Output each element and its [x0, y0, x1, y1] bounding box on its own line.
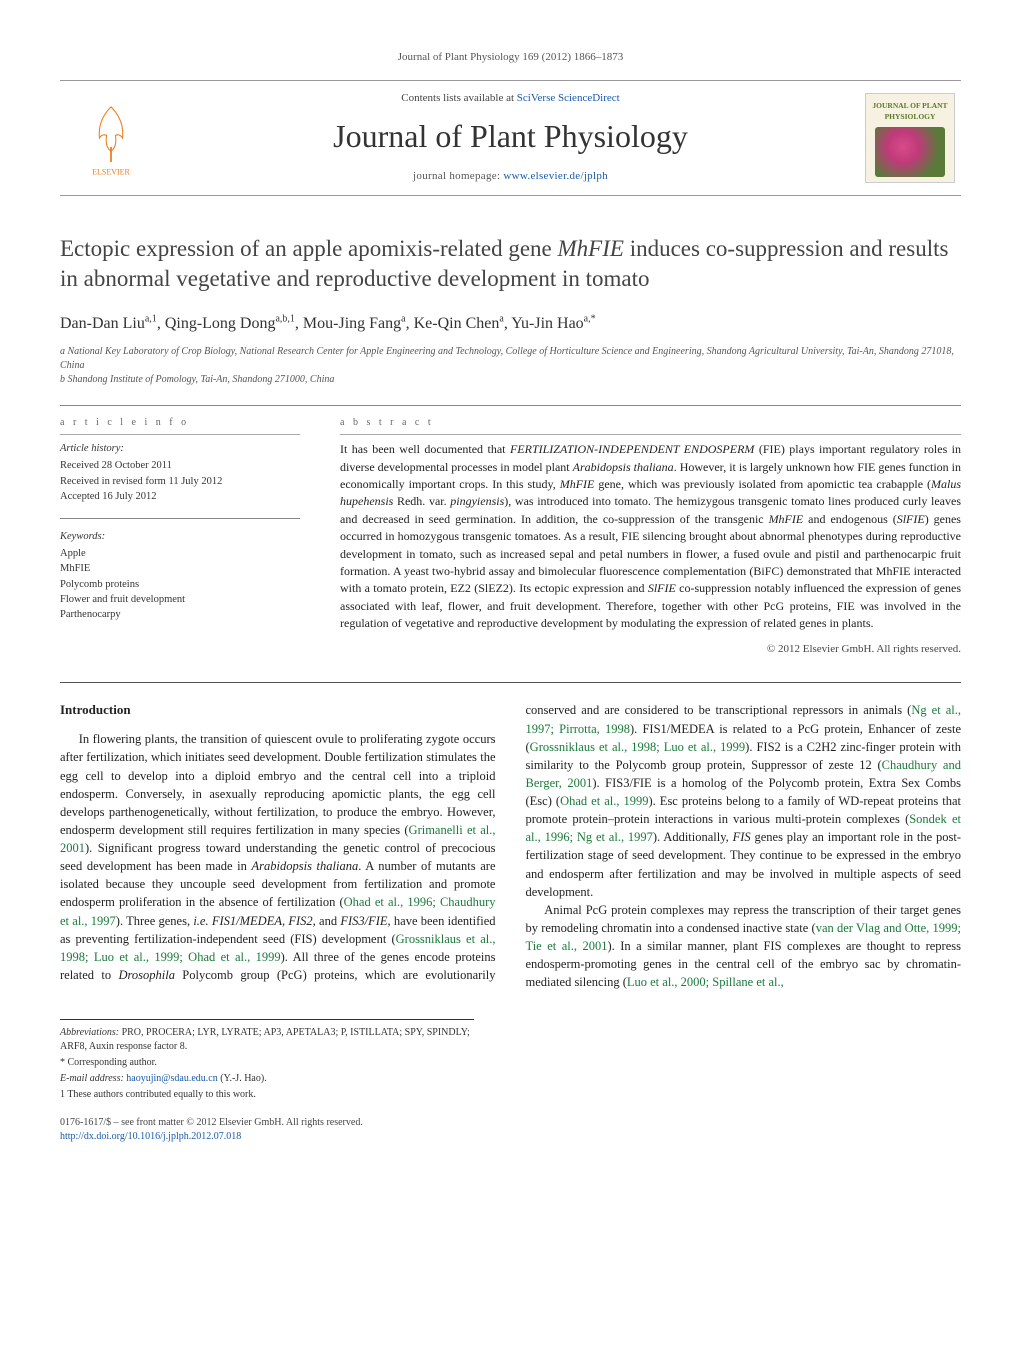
corresponding-author: * Corresponding author.: [60, 1056, 474, 1070]
scidirect-link[interactable]: SciVerse ScienceDirect: [517, 92, 620, 104]
journal-name: Journal of Plant Physiology: [156, 113, 865, 159]
meta-row: a r t i c l e i n f o Article history: R…: [60, 416, 961, 659]
keyword: Parthenocarpy: [60, 607, 300, 622]
citation-link[interactable]: Luo et al., 2000; Spillane et al.,: [627, 975, 784, 989]
article-info-heading: a r t i c l e i n f o: [60, 416, 300, 436]
affiliations: a National Key Laboratory of Crop Biolog…: [60, 345, 961, 387]
cover-image-icon: [875, 127, 945, 177]
contents-prefix: Contents lists available at: [401, 92, 516, 104]
elsevier-tree-icon: ELSEVIER: [76, 98, 146, 178]
keyword: Flower and fruit development: [60, 592, 300, 607]
contents-line: Contents lists available at SciVerse Sci…: [156, 91, 865, 107]
doi-link[interactable]: http://dx.doi.org/10.1016/j.jplph.2012.0…: [60, 1131, 241, 1142]
email-link[interactable]: haoyujin@sdau.edu.cn: [126, 1073, 217, 1084]
abstract-block: a b s t r a c t It has been well documen…: [340, 416, 961, 659]
article-info: a r t i c l e i n f o Article history: R…: [60, 416, 300, 659]
homepage-line: journal homepage: www.elsevier.de/jplph: [156, 169, 865, 185]
homepage-link[interactable]: www.elsevier.de/jplph: [503, 170, 608, 182]
keyword: Apple: [60, 546, 300, 561]
body-columns: Introduction In flowering plants, the tr…: [60, 701, 961, 991]
keywords-label: Keywords:: [60, 529, 300, 544]
publisher-logo: ELSEVIER: [66, 93, 156, 183]
divider: [60, 518, 300, 519]
front-matter-line: 0176-1617/$ – see front matter © 2012 El…: [60, 1116, 961, 1130]
article-history: Article history: Received 28 October 201…: [60, 441, 300, 504]
homepage-prefix: journal homepage:: [413, 170, 503, 182]
history-label: Article history:: [60, 441, 300, 456]
citation-link[interactable]: Grossniklaus et al., 1998; Luo et al., 1…: [60, 932, 495, 964]
footnotes: Abbreviations: PRO, PROCERA; LYR, LYRATE…: [60, 1019, 474, 1102]
citation-link[interactable]: van der Vlag and Otte, 1999; Tie et al.,…: [526, 921, 962, 953]
journal-banner: ELSEVIER Contents lists available at Sci…: [60, 80, 961, 196]
cover-title: JOURNAL OF PLANT PHYSIOLOGY: [866, 99, 954, 125]
abbrev-line: Abbreviations: PRO, PROCERA; LYR, LYRATE…: [60, 1026, 474, 1054]
email-label: E-mail address:: [60, 1073, 126, 1084]
running-head: Journal of Plant Physiology 169 (2012) 1…: [60, 50, 961, 66]
body-paragraph: Animal PcG protein complexes may repress…: [526, 901, 962, 992]
citation-link[interactable]: Chaudhury and Berger, 2001: [526, 758, 961, 790]
equal-contrib: 1 These authors contributed equally to t…: [60, 1088, 474, 1102]
journal-cover-thumb: JOURNAL OF PLANT PHYSIOLOGY: [865, 93, 955, 183]
citation-link[interactable]: Grimanelli et al., 2001: [60, 823, 496, 855]
email-line: E-mail address: haoyujin@sdau.edu.cn (Y.…: [60, 1072, 474, 1086]
affiliation-b: b Shandong Institute of Pomology, Tai-An…: [60, 373, 961, 387]
svg-text:ELSEVIER: ELSEVIER: [92, 168, 130, 177]
keyword: MhFIE: [60, 561, 300, 576]
citation-link[interactable]: Ng et al., 1997; Pirrotta, 1998: [526, 703, 962, 735]
citation-link[interactable]: Ohad et al., 1999: [560, 794, 648, 808]
citation-link[interactable]: Grossniklaus et al., 1998; Luo et al., 1…: [530, 740, 746, 754]
intro-heading: Introduction: [60, 701, 496, 720]
banner-center: Contents lists available at SciVerse Sci…: [156, 91, 865, 185]
history-accepted: Accepted 16 July 2012: [60, 489, 300, 504]
abbrev-label: Abbreviations:: [60, 1027, 119, 1038]
history-revised: Received in revised form 11 July 2012: [60, 474, 300, 489]
history-received: Received 28 October 2011: [60, 458, 300, 473]
keyword: Polycomb proteins: [60, 577, 300, 592]
article-title: Ectopic expression of an apple apomixis-…: [60, 234, 961, 294]
abstract-text: It has been well documented that FERTILI…: [340, 441, 961, 632]
keywords-block: Keywords: Apple MhFIE Polycomb proteins …: [60, 529, 300, 622]
bottom-meta: 0176-1617/$ – see front matter © 2012 El…: [60, 1116, 961, 1144]
abbrev-text: PRO, PROCERA; LYR, LYRATE; AP3, APETALA3…: [60, 1027, 470, 1052]
abstract-copyright: © 2012 Elsevier GmbH. All rights reserve…: [340, 642, 961, 658]
affiliation-a: a National Key Laboratory of Crop Biolog…: [60, 345, 961, 372]
author-list: Dan-Dan Liua,1, Qing-Long Donga,b,1, Mou…: [60, 312, 961, 335]
email-suffix: (Y.-J. Hao).: [218, 1073, 267, 1084]
doi-line: http://dx.doi.org/10.1016/j.jplph.2012.0…: [60, 1130, 961, 1144]
divider: [60, 405, 961, 406]
abstract-heading: a b s t r a c t: [340, 416, 961, 436]
divider: [60, 682, 961, 683]
